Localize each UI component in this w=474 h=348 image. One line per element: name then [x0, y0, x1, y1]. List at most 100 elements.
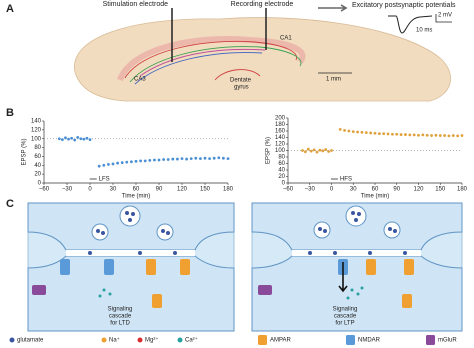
data-point — [82, 137, 86, 141]
x-tick-label: 150 — [435, 187, 446, 193]
data-point — [153, 158, 156, 162]
data-point — [438, 134, 442, 137]
data-point — [57, 137, 61, 141]
y-tick-label: 100 — [275, 148, 286, 154]
panel-label: C — [6, 198, 14, 210]
x-tick-label: 90 — [393, 187, 400, 193]
annotation: for LTP — [335, 321, 354, 327]
annotation: Signaling — [333, 307, 358, 313]
data-point — [79, 137, 83, 141]
data-point — [102, 163, 106, 167]
vesicle — [91, 223, 109, 241]
annotation: 2 mV — [438, 13, 452, 19]
vesicle — [383, 221, 401, 239]
y-tick-label: 200 — [275, 116, 286, 122]
y-tick-label: 180 — [275, 122, 286, 128]
legend-label: Na⁺ — [109, 337, 120, 344]
data-point — [327, 150, 330, 153]
ampar — [404, 259, 414, 275]
data-point — [312, 148, 316, 152]
x-axis-label: Time (min) — [122, 194, 150, 200]
legend-swatch — [177, 337, 183, 343]
ltp-synapse: Signaling cascade for LTP — [251, 202, 463, 332]
fiber — [139, 48, 266, 77]
data-point — [434, 133, 438, 137]
panel-label: A — [6, 3, 14, 15]
y-tick-label: 80 — [34, 145, 41, 151]
scale-bar — [435, 14, 452, 23]
legend-label: mGluR — [438, 338, 457, 344]
data-point — [306, 147, 310, 151]
annotation: Stimulation electrode — [103, 1, 168, 8]
data-point — [456, 134, 460, 138]
vesicle — [156, 223, 174, 241]
data-point — [338, 127, 342, 131]
data-point — [217, 156, 221, 160]
legend-label: Mg²⁺ — [145, 337, 159, 344]
data-point — [447, 134, 451, 138]
y-tick-label: 140 — [275, 135, 286, 141]
data-point — [176, 157, 179, 161]
ampar — [152, 294, 162, 308]
annotation: 1 mm — [326, 77, 341, 83]
annotation: Signaling — [108, 307, 133, 313]
postsynaptic — [27, 255, 235, 332]
x-tick-label: 0 — [88, 187, 92, 193]
fiber — [214, 69, 261, 81]
legend-label: Ca²⁺ — [185, 337, 198, 344]
legend-swatch — [346, 335, 355, 345]
legend-swatch — [426, 335, 435, 345]
data-point — [386, 132, 390, 136]
data-point — [430, 134, 433, 137]
y-axis-label: EPSP (%) — [22, 139, 28, 166]
arrow — [338, 262, 348, 293]
legend-label: glutamate — [17, 338, 44, 344]
data-point — [67, 137, 70, 141]
ltd-synapse: Signaling cascade for LTD — [27, 202, 235, 332]
annotation: HFS — [340, 177, 352, 183]
ampar — [366, 259, 376, 275]
data-point — [64, 136, 67, 140]
panel-a: A Stimulation electrode Recording electr… — [6, 1, 456, 102]
legend-label: NMDAR — [358, 338, 381, 344]
data-point — [399, 133, 403, 136]
legend: glutamate Na⁺ Mg²⁺ Ca²⁺ AMPAR NMDAR mGlu… — [9, 335, 457, 345]
region-label: gyrus — [234, 85, 249, 91]
legend-swatch — [137, 337, 143, 343]
data-point — [171, 157, 175, 161]
y-tick-label: 0 — [282, 181, 286, 187]
x-tick-label: 180 — [457, 187, 468, 193]
data-point — [212, 156, 216, 160]
vesicle — [119, 205, 141, 227]
data-point — [111, 162, 115, 166]
data-point — [97, 164, 101, 168]
data-point — [203, 156, 207, 160]
data-point — [157, 158, 161, 162]
data-point — [315, 150, 319, 154]
data-point — [330, 149, 333, 152]
y-tick-label: 40 — [34, 163, 41, 169]
cleft — [66, 250, 195, 256]
data-point — [61, 138, 64, 142]
data-point — [180, 157, 184, 161]
data-point — [417, 133, 420, 137]
mglur — [32, 285, 46, 295]
x-axis-label: Time (min) — [361, 194, 389, 200]
mglur — [258, 285, 272, 295]
data-point — [107, 163, 110, 166]
y-tick-label: 60 — [34, 154, 41, 160]
hippocampus — [117, 36, 306, 82]
nmdar — [104, 259, 114, 275]
fiber — [124, 40, 298, 79]
data-point — [185, 157, 189, 161]
x-tick-label: 90 — [156, 187, 163, 193]
legend-swatch — [101, 337, 107, 343]
data-point — [404, 133, 407, 136]
ampar — [402, 294, 412, 308]
data-point — [443, 134, 446, 137]
y-tick-label: 20 — [278, 174, 285, 180]
data-point — [373, 131, 377, 135]
data-point — [226, 157, 230, 161]
annotation: Excitatory postsynaptic potentials — [352, 2, 456, 9]
y-tick-label: 120 — [275, 142, 286, 148]
